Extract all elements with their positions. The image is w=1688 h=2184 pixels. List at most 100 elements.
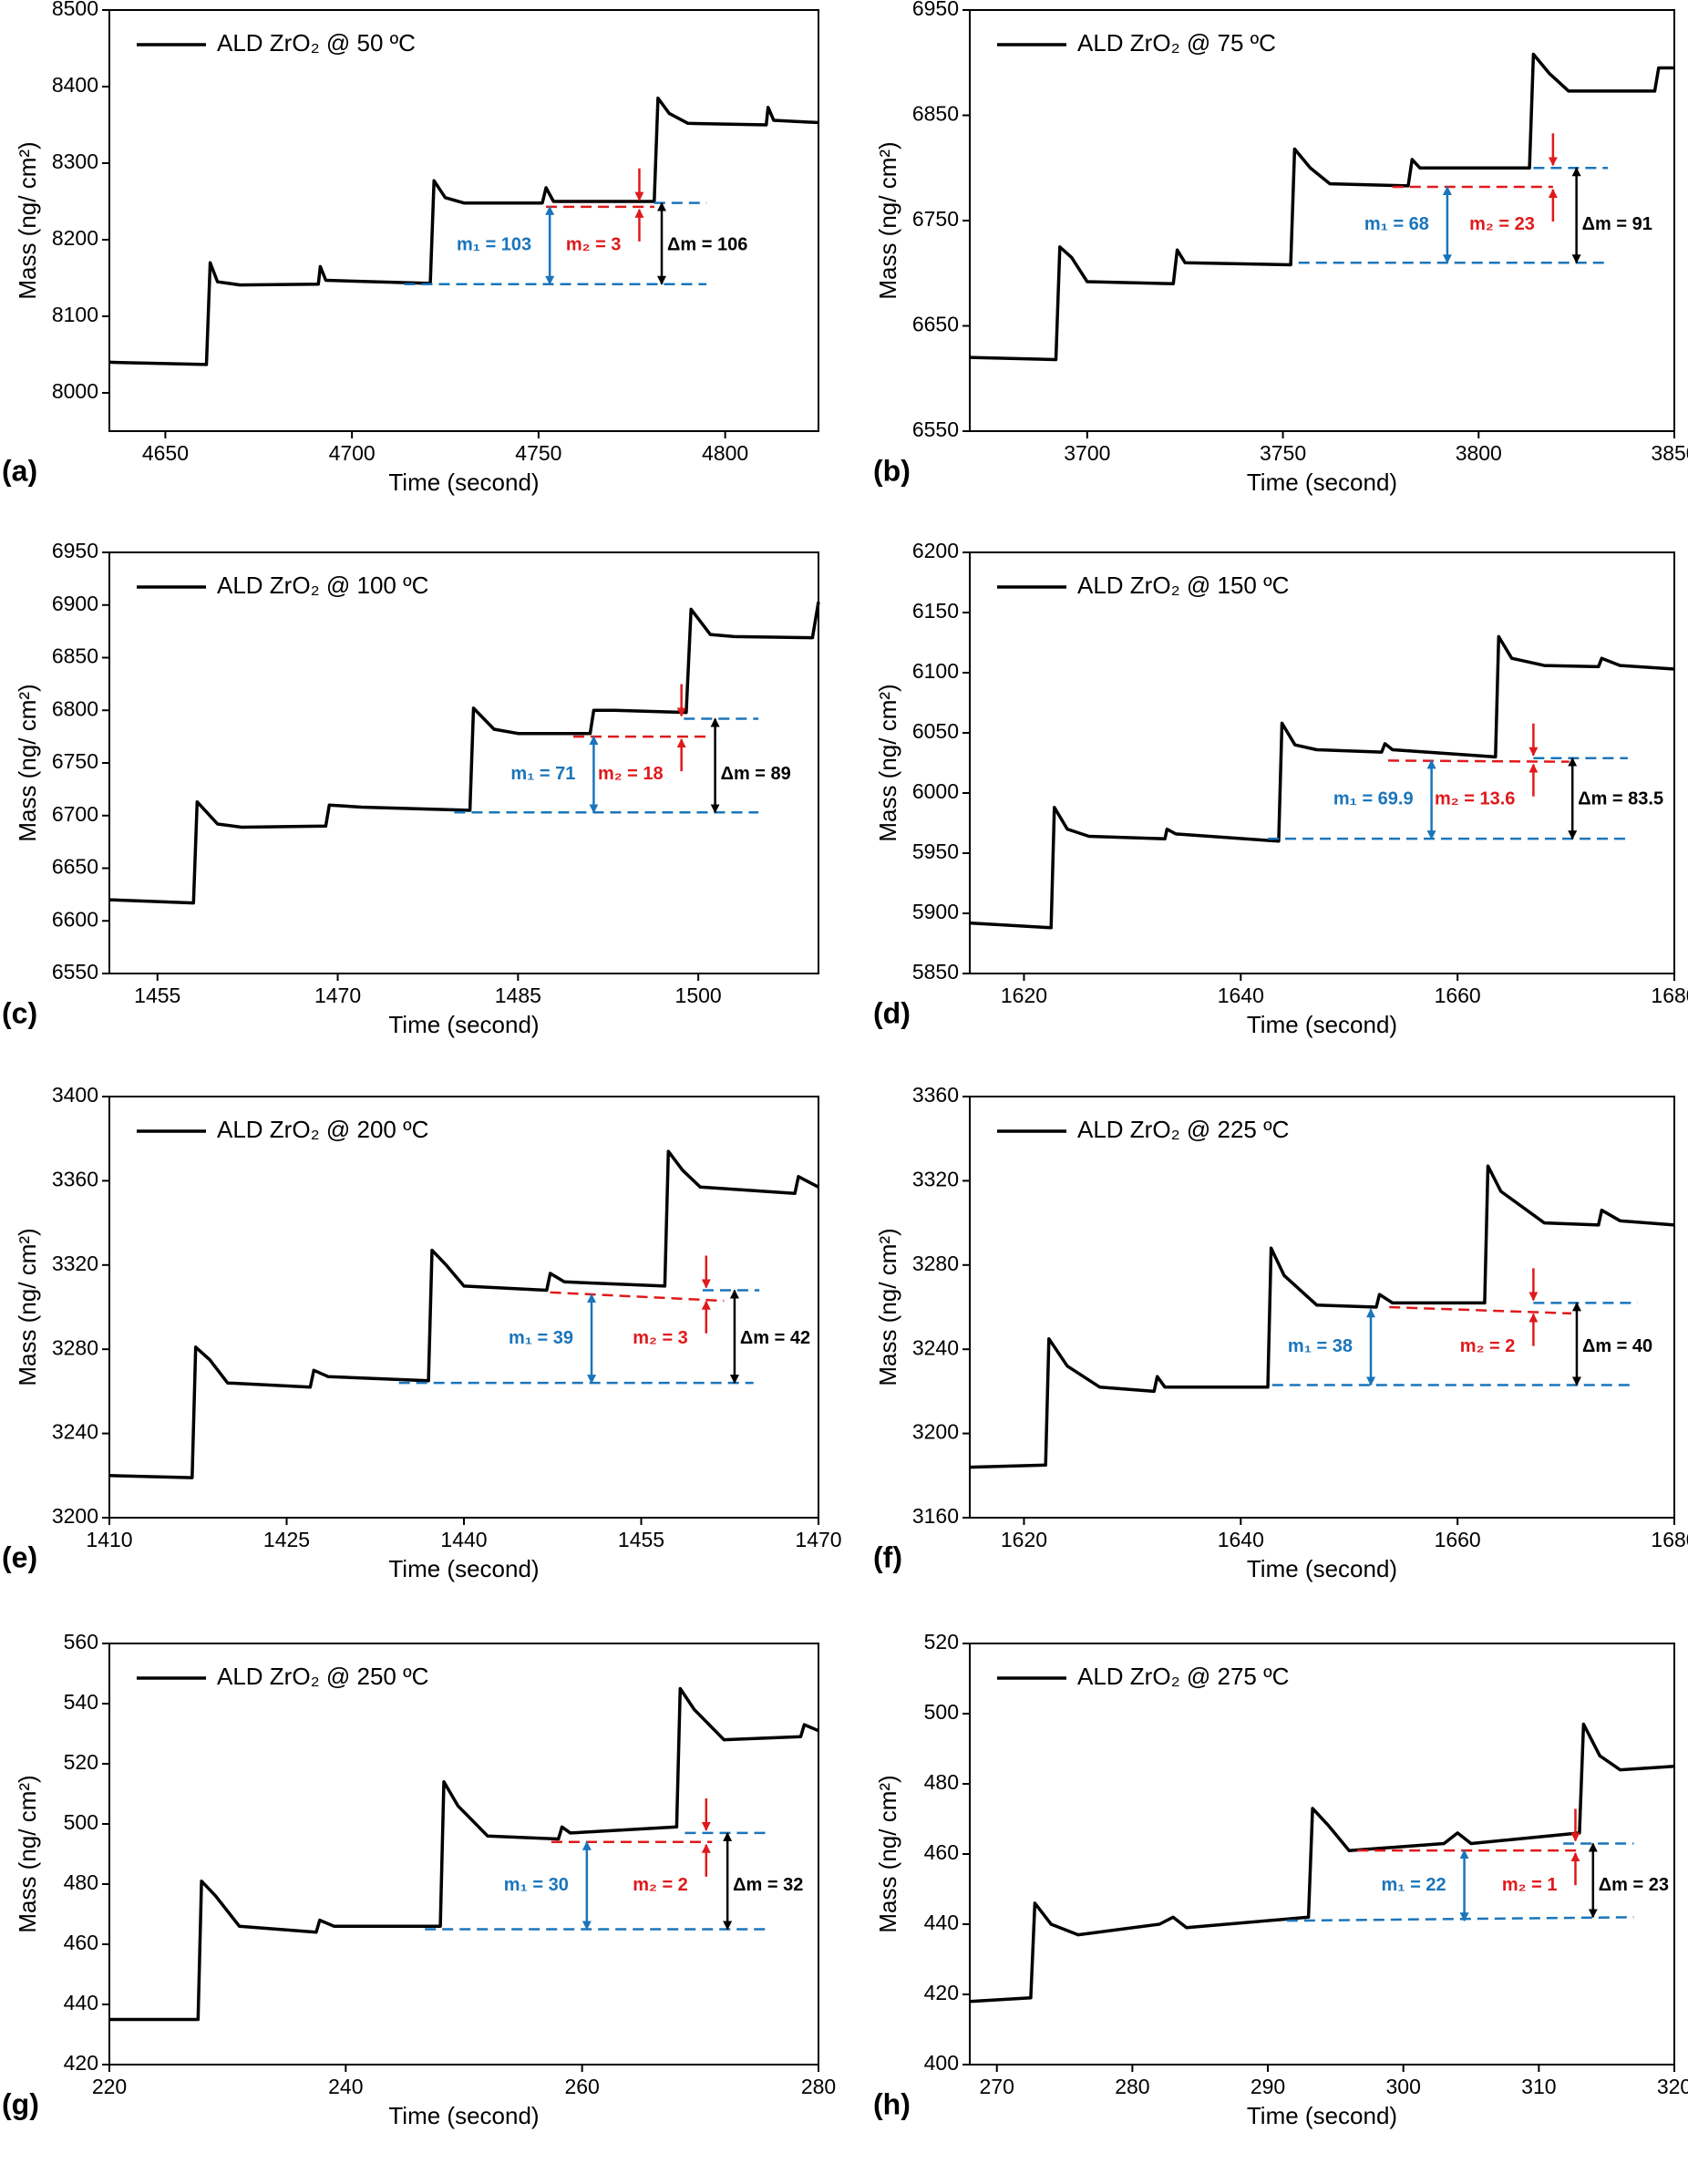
data-line xyxy=(108,1149,819,1479)
legend-label: ALD ZrO₂ @ 150 ºC xyxy=(1077,572,1289,599)
data-line xyxy=(108,602,820,905)
y-tick-label: 460 xyxy=(64,1931,98,1954)
data-line xyxy=(969,1164,1675,1469)
y-axis-label: Mass (ng/ cm²) xyxy=(874,684,901,841)
measure-label: m₁ = 71 xyxy=(510,764,575,784)
y-tick-label: 5900 xyxy=(912,900,959,923)
data-line xyxy=(109,1686,819,2022)
measure-label: Δm = 42 xyxy=(740,1328,810,1348)
y-axis-label: Mass (ng/ cm²) xyxy=(14,1228,41,1386)
legend-label: ALD ZrO₂ @ 250 ºC xyxy=(217,1663,428,1690)
y-tick-label: 3360 xyxy=(912,1083,959,1107)
x-tick-label: 290 xyxy=(1251,2075,1285,2098)
y-tick-label: 8500 xyxy=(52,0,98,20)
panel-label: (d) xyxy=(873,996,911,1029)
x-tick-label: 3750 xyxy=(1260,441,1306,465)
x-tick-label: 240 xyxy=(328,2075,363,2098)
y-tick-label: 6800 xyxy=(52,696,98,720)
measure-label: m₂ = 3 xyxy=(566,235,622,255)
reference-line xyxy=(1389,1305,1572,1315)
measure-label: m₁ = 68 xyxy=(1364,214,1429,234)
x-tick-label: 1620 xyxy=(1001,984,1047,1007)
y-tick-label: 440 xyxy=(64,1991,98,2014)
y-tick-label: 6950 xyxy=(52,539,98,562)
y-tick-label: 520 xyxy=(924,1630,959,1653)
y-tick-label: 6700 xyxy=(52,802,98,826)
x-axis-label: Time (second) xyxy=(1247,1555,1397,1582)
measure-label: m₁ = 38 xyxy=(1288,1336,1353,1356)
plot-frame xyxy=(969,9,1675,432)
y-tick-label: 3240 xyxy=(912,1335,959,1359)
x-axis-label: Time (second) xyxy=(1247,469,1397,496)
measure-label: m₂ = 2 xyxy=(633,1875,688,1895)
x-tick-label: 270 xyxy=(980,2075,1014,2098)
y-tick-label: 3200 xyxy=(52,1504,98,1528)
panel-label: (a) xyxy=(2,454,37,487)
panel-label: (h) xyxy=(873,2087,911,2120)
y-tick-label: 400 xyxy=(924,2051,959,2075)
y-tick-label: 480 xyxy=(64,1870,98,1894)
y-tick-label: 6900 xyxy=(52,592,98,615)
y-axis-label: Mass (ng/ cm²) xyxy=(874,141,901,299)
x-axis-label: Time (second) xyxy=(1247,1011,1397,1038)
measure-label: m₁ = 30 xyxy=(504,1875,569,1895)
y-axis-label: Mass (ng/ cm²) xyxy=(14,684,41,841)
panel-label: (e) xyxy=(2,1540,37,1573)
reference-line xyxy=(1286,1916,1634,1922)
x-tick-label: 280 xyxy=(1115,2075,1149,2098)
legend-label: ALD ZrO₂ @ 75 ºC xyxy=(1077,29,1276,57)
x-tick-label: 4750 xyxy=(515,441,561,465)
y-tick-label: 6550 xyxy=(912,417,959,441)
x-tick-label: 3700 xyxy=(1064,441,1110,465)
x-tick-label: 1470 xyxy=(795,1528,841,1551)
panel-label: (f) xyxy=(873,1540,902,1573)
y-tick-label: 440 xyxy=(924,1911,959,1934)
x-tick-label: 280 xyxy=(801,2075,836,2098)
x-tick-label: 310 xyxy=(1521,2075,1556,2098)
measure-label: Δm = 32 xyxy=(733,1875,803,1895)
measure-label: Δm = 89 xyxy=(721,764,791,784)
x-tick-label: 3850 xyxy=(1651,441,1688,465)
y-axis-label: Mass (ng/ cm²) xyxy=(14,141,41,299)
legend-label: ALD ZrO₂ @ 275 ºC xyxy=(1077,1663,1289,1690)
x-tick-label: 1455 xyxy=(134,984,180,1007)
y-tick-label: 6200 xyxy=(912,539,959,562)
legend-label: ALD ZrO₂ @ 200 ºC xyxy=(217,1116,428,1143)
y-tick-label: 540 xyxy=(64,1690,98,1714)
x-tick-label: 1680 xyxy=(1651,984,1688,1007)
x-tick-label: 1410 xyxy=(86,1528,132,1551)
y-tick-label: 6850 xyxy=(912,102,959,126)
x-tick-label: 4700 xyxy=(329,441,376,465)
plot-frame xyxy=(108,1643,819,2066)
y-tick-label: 520 xyxy=(64,1750,98,1774)
y-tick-label: 560 xyxy=(64,1630,98,1653)
x-tick-label: 1500 xyxy=(675,984,722,1007)
y-tick-label: 6100 xyxy=(912,659,959,683)
measure-label: m₁ = 103 xyxy=(457,235,531,255)
panel-label: (c) xyxy=(2,996,37,1029)
measure-label: m₂ = 13.6 xyxy=(1435,789,1515,809)
measure-label: m₂ = 2 xyxy=(1460,1336,1516,1356)
x-axis-label: Time (second) xyxy=(388,1011,539,1038)
plot-frame xyxy=(969,551,1675,974)
data-line xyxy=(108,96,819,366)
x-axis-label: Time (second) xyxy=(388,2102,539,2129)
data-line xyxy=(969,1722,1675,2004)
x-tick-label: 1620 xyxy=(1001,1528,1047,1551)
legend-label: ALD ZrO₂ @ 225 ºC xyxy=(1077,1116,1289,1143)
x-tick-label: 1485 xyxy=(495,984,541,1007)
measure-label: Δm = 91 xyxy=(1582,214,1652,234)
measure-label: Δm = 23 xyxy=(1599,1875,1669,1895)
y-tick-label: 6600 xyxy=(52,907,98,931)
plot-frame xyxy=(969,1643,1675,2066)
y-tick-label: 5950 xyxy=(912,840,959,863)
y-tick-label: 6150 xyxy=(912,599,959,623)
y-tick-label: 6650 xyxy=(52,855,98,879)
x-tick-label: 260 xyxy=(564,2075,599,2098)
measure-label: m₂ = 1 xyxy=(1502,1875,1558,1895)
y-tick-label: 3240 xyxy=(52,1420,98,1444)
plot-frame xyxy=(108,1096,819,1519)
y-tick-label: 460 xyxy=(924,1840,959,1864)
